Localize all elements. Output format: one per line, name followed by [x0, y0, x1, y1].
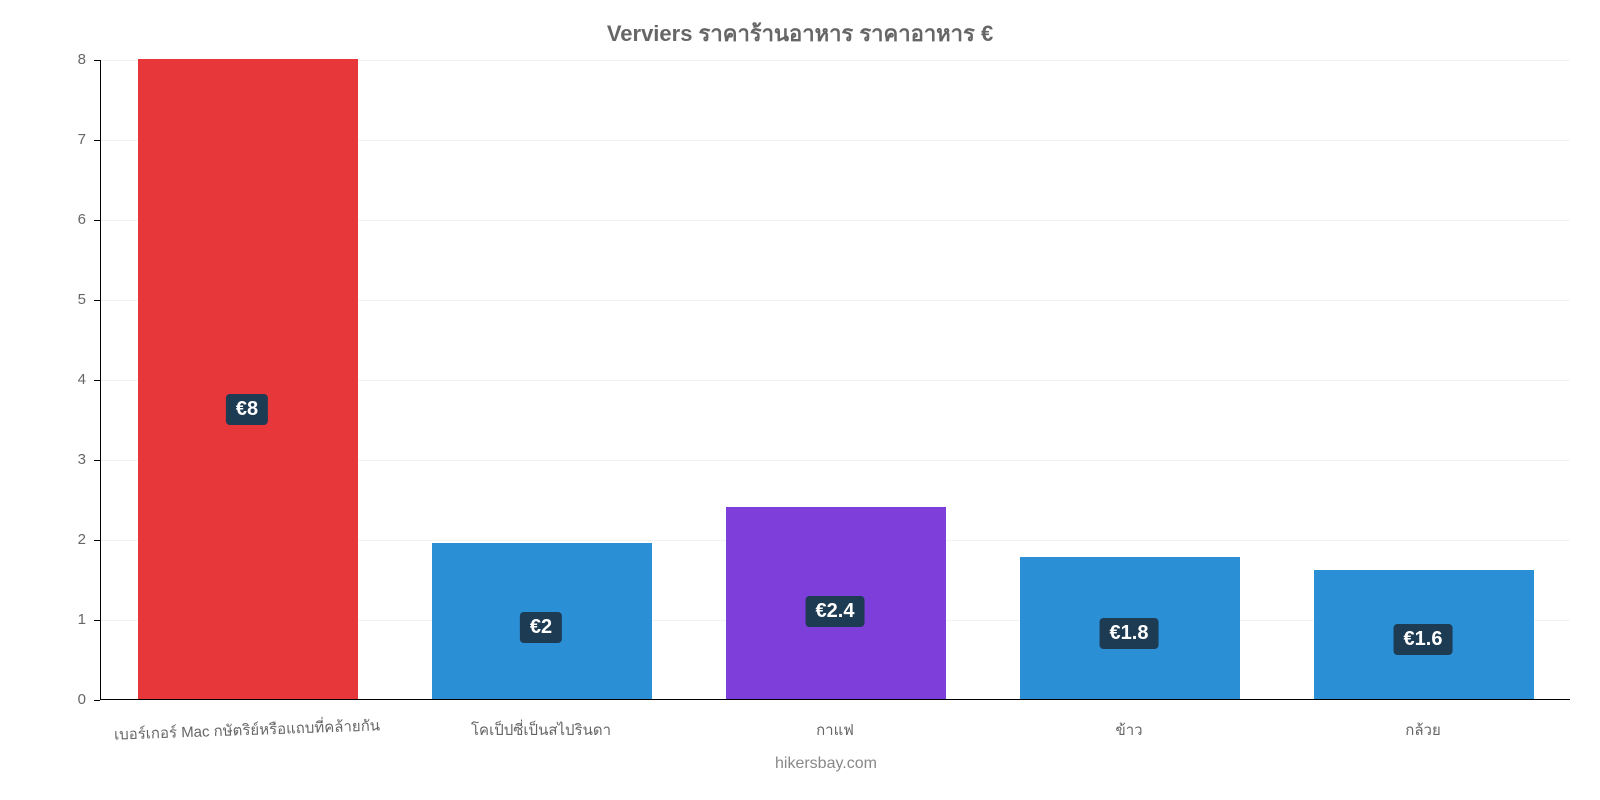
- xtick-label: ข้าว: [1115, 718, 1142, 742]
- ytick-mark: [94, 460, 100, 461]
- ytick-mark: [94, 60, 100, 61]
- value-badge: €1.8: [1100, 618, 1159, 649]
- ytick-label: 1: [0, 611, 86, 628]
- price-bar-chart: Verviers ราคาร้านอาหาร ราคาอาหาร € hiker…: [0, 0, 1600, 800]
- ytick-mark: [94, 300, 100, 301]
- ytick-mark: [94, 220, 100, 221]
- ytick-mark: [94, 700, 100, 701]
- ytick-mark: [94, 380, 100, 381]
- ytick-label: 5: [0, 291, 86, 308]
- ytick-label: 7: [0, 131, 86, 148]
- value-badge: €8: [226, 394, 268, 425]
- ytick-mark: [94, 540, 100, 541]
- ytick-mark: [94, 140, 100, 141]
- value-badge: €2.4: [806, 596, 865, 627]
- ytick-label: 0: [0, 691, 86, 708]
- xtick-label: โคเป็ปซี่เป็นสไปรินดา: [471, 718, 611, 742]
- chart-title: Verviers ราคาร้านอาหาร ราคาอาหาร €: [0, 16, 1600, 51]
- ytick-mark: [94, 620, 100, 621]
- xtick-label: เบอร์เกอร์ Mac กษัตริย์หรือแถบที่คล้ายกั…: [114, 713, 381, 746]
- bar: [138, 59, 359, 699]
- ytick-label: 6: [0, 211, 86, 228]
- value-badge: €1.6: [1394, 624, 1453, 655]
- ytick-label: 3: [0, 451, 86, 468]
- chart-credit: hikersbay.com: [775, 755, 877, 773]
- ytick-label: 8: [0, 51, 86, 68]
- ytick-label: 2: [0, 531, 86, 548]
- xtick-label: กาแฟ: [816, 718, 854, 742]
- ytick-label: 4: [0, 371, 86, 388]
- xtick-label: กล้วย: [1405, 718, 1441, 742]
- value-badge: €2: [520, 612, 562, 643]
